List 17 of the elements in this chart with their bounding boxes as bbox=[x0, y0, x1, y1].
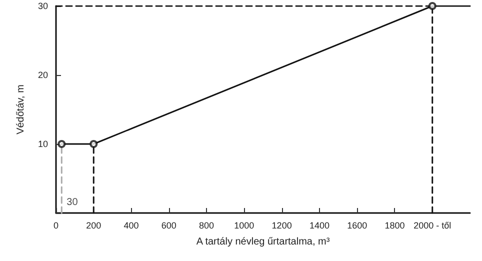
y-tick-label: 30 bbox=[38, 1, 48, 11]
y-tick-label: 20 bbox=[38, 70, 48, 80]
x-tick-label: 600 bbox=[161, 220, 176, 230]
x-axis-title: A tartály névleg űrtartalma, m³ bbox=[196, 236, 330, 248]
x-tick-label: 400 bbox=[124, 220, 139, 230]
x-tick-label: 200 bbox=[86, 220, 102, 230]
annotation: 30 bbox=[66, 197, 78, 208]
x-tick-label: 1000 bbox=[234, 220, 254, 230]
x-tick-label: 800 bbox=[199, 220, 214, 230]
x-tick-label: 1800 bbox=[384, 220, 405, 230]
x-tick-label: 1200 bbox=[272, 220, 292, 230]
x-tick-label: 2000 - től bbox=[414, 220, 452, 230]
x-tick-label: 1400 bbox=[309, 220, 330, 230]
y-tick-label: 10 bbox=[38, 139, 48, 149]
x-tick-label: 0 bbox=[53, 220, 59, 230]
y-axis-title: Védőtáv, m bbox=[16, 84, 26, 134]
x-tick-label: 1600 bbox=[347, 220, 368, 230]
